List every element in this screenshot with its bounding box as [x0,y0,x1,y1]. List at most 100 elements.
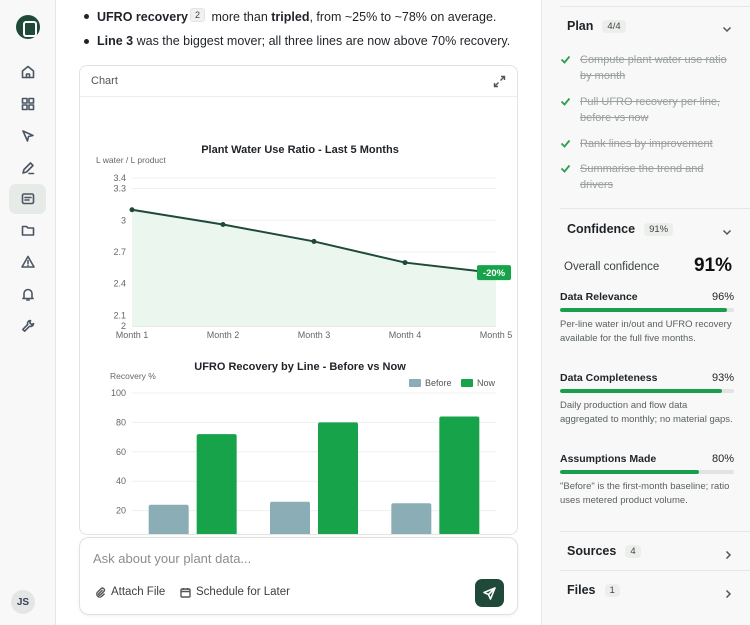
grid-icon[interactable] [9,89,46,119]
bar-before [270,501,310,534]
right-panel: Plan 4/4 Compute plant water use ratio b… [541,0,750,625]
app-logo-icon[interactable] [16,15,40,39]
confidence-title: Confidence [567,222,636,236]
list-item: Line 3 was the biggest mover; all three … [84,33,524,58]
progress-track [560,308,734,312]
metric-data-relevance: Data Relevance 96% Per-line water in/out… [560,291,735,345]
plan-header[interactable]: Plan 4/4 [567,19,626,33]
check-icon [560,96,571,107]
plan-item-label: Compute plant water use ratio by month [580,54,727,82]
sources-row[interactable]: Sources 4 [560,532,750,570]
chevron-down-icon[interactable] [722,21,732,33]
bar-before [148,504,189,534]
y-tick-label: 20 [116,506,126,516]
y-tick-label: 2 [121,321,126,331]
send-button[interactable] [475,579,504,607]
y-tick-label: 100 [111,388,126,398]
metric-name: Data Relevance [560,291,638,303]
divider [560,531,750,532]
confidence-badge: 91% [644,222,674,236]
plan-item: Rank lines by improvement [560,136,730,152]
x-tick-label: Month 1 [116,330,149,340]
avatar[interactable]: JS [11,590,35,614]
chart-card-header: Chart [80,66,517,97]
data-point [402,260,408,266]
progress-fill [560,389,722,393]
y-axis-label: L water / L product [96,155,166,165]
x-tick-label: Month 4 [389,330,422,340]
annotation-label: -20% [483,268,506,279]
y-tick-label: 2.4 [113,279,126,289]
y-tick-label: 3 [121,215,126,225]
bold-text: tripled [271,10,310,24]
overall-confidence-label: Overall confidence [564,261,660,273]
charts-area: Plant Water Use Ratio - Last 5 Months L w… [96,144,513,534]
chevron-right-icon [723,547,733,560]
metric-value: 80% [711,453,734,465]
schedule-button[interactable]: Schedule for Later [180,586,290,598]
files-title: Files [567,583,596,597]
x-tick-label: Month 2 [207,330,240,340]
plan-title: Plan [567,19,594,33]
legend-label: Before [425,378,452,388]
chart-card-title: Chart [91,75,118,87]
y-tick-label: 3.4 [113,173,126,183]
progress-track [560,389,734,393]
bold-text: Line 3 [97,34,134,48]
chevron-right-icon [723,586,733,599]
y-tick-label: 40 [116,476,126,486]
data-point [311,238,317,244]
legend-swatch [409,379,421,387]
plan-item-label: Summarise the trend and drivers [580,163,704,191]
check-icon [560,54,571,65]
y-tick-label: 80 [116,417,126,427]
chat-icon[interactable] [9,184,46,214]
calendar-icon [180,587,191,598]
y-tick-label: 2.7 [113,247,126,257]
sources-count-badge: 4 [625,544,641,558]
y-axis-label: Recovery % [110,371,156,381]
files-row[interactable]: Files 1 [560,571,750,609]
check-icon [560,163,571,174]
bar-before [391,503,432,534]
divider [560,570,750,571]
x-tick-label: Month 5 [480,330,513,340]
left-rail: JS [0,0,56,625]
home-icon[interactable] [9,57,46,87]
metric-name: Data Completeness [560,372,658,384]
bell-icon[interactable] [9,279,46,309]
chat-input[interactable] [93,551,473,566]
paperclip-icon [96,586,106,598]
sources-title: Sources [567,544,617,558]
wrench-icon[interactable] [9,311,46,341]
metric-value: 93% [711,372,734,384]
y-tick-label: 3.3 [113,184,126,194]
alert-icon[interactable] [9,247,46,277]
plan-item: Pull UFRO recovery per line, before vs n… [560,94,730,126]
bar-now [318,422,358,534]
sources-header: Sources 4 [567,544,641,558]
progress-track [560,470,734,474]
folder-icon[interactable] [9,215,46,245]
x-tick-label: Month 3 [298,330,331,340]
attach-file-button[interactable]: Attach File [95,586,165,598]
citation-badge[interactable]: 2 [190,8,206,22]
metric-assumptions-made: Assumptions Made 80% "Before" is the fir… [560,453,735,507]
confidence-header[interactable]: Confidence 91% [567,222,674,236]
overall-confidence-value: 91% [693,255,732,276]
chart-title: Plant Water Use Ratio - Last 5 Months [201,144,399,156]
divider [560,6,750,7]
schedule-label: Schedule for Later [196,586,290,598]
body-text: more than [208,10,272,24]
bold-text: UFRO recovery [97,10,189,24]
expand-icon[interactable] [493,75,506,88]
list-item: UFRO recovery 2 more than tripled, from ~… [84,8,524,33]
cursor-icon[interactable] [9,121,46,151]
chevron-down-icon[interactable] [722,224,732,236]
legend-swatch [461,379,473,387]
metric-note: Daily production and flow data aggregate… [560,400,733,425]
progress-fill [560,470,700,474]
metric-data-completeness: Data Completeness 93% Daily production a… [560,372,735,426]
send-icon [483,586,496,600]
pen-icon[interactable] [9,153,46,183]
